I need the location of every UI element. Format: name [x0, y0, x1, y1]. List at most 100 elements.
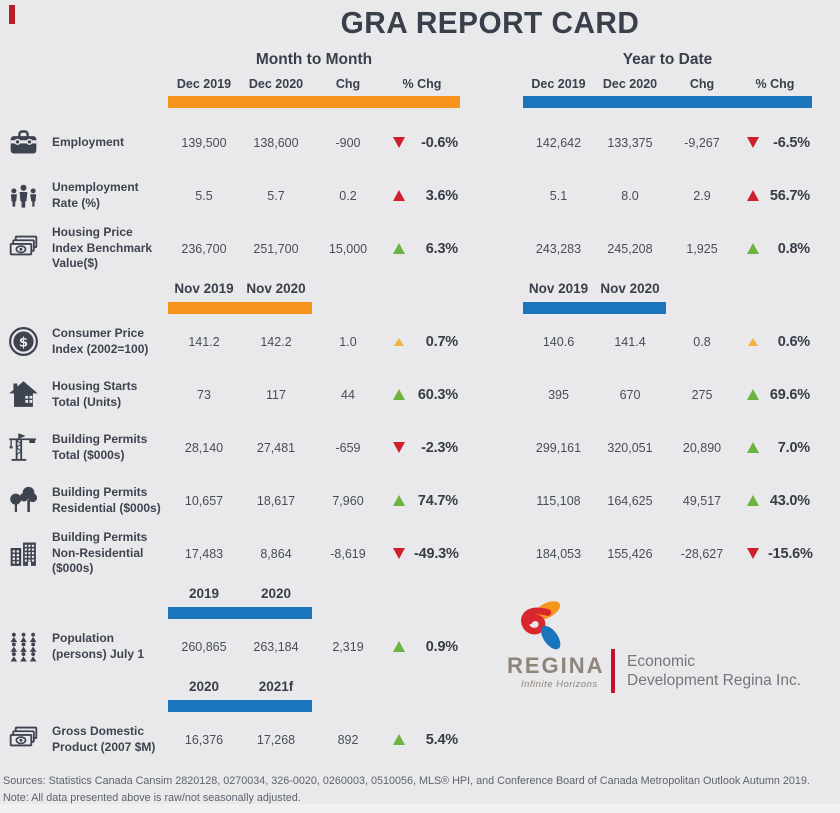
regina-tagline: Infinite Horizons	[521, 679, 598, 690]
indicator-label: Building Permits Residential ($000s)	[52, 484, 161, 515]
report-table-body: Employment 139,500 138,600 -900 -0.6% 142,642…	[0, 116, 840, 766]
m2m-value-1: 141.2	[188, 334, 220, 349]
ytd-value-2: 320,051	[607, 440, 653, 455]
footer-sources: Sources: Statistics Canada Cansim 282012…	[3, 775, 810, 787]
m2m-change: -8,619	[330, 546, 366, 561]
ytd-change: -9,267	[684, 135, 720, 150]
briefcase-icon	[0, 126, 46, 159]
m2m-change: 15,000	[328, 241, 368, 256]
ytd-value-1: 142,642	[535, 135, 582, 150]
page-corner-mark	[9, 5, 15, 24]
m2m-value-2: 8,864	[260, 546, 292, 561]
m2m-value-1: 17,483	[184, 546, 224, 561]
m2m-value-1: 139,500	[181, 135, 227, 150]
m2m-change: 0.2	[339, 188, 357, 203]
m2m-col-dec2020: Dec 2020	[248, 77, 304, 91]
m2m-trend-cell	[384, 734, 414, 745]
ytd-change: 49,517	[682, 493, 722, 508]
banknotes-icon	[0, 723, 46, 756]
indicator-label: Gross Domestic Product (2007 $M)	[52, 723, 156, 754]
population-icon	[0, 630, 46, 663]
ytd-value-2: 141.4	[614, 334, 646, 349]
indicator-label: Unemployment Rate (%)	[52, 179, 139, 210]
m2m-pct-change: 5.4%	[425, 731, 458, 748]
m2m-trend-cell	[384, 389, 414, 400]
m2m-change: 1.0	[339, 334, 357, 349]
ytd-value-1: 140.6	[542, 334, 575, 349]
up-arrow-icon	[747, 190, 759, 201]
m2m-value-1: 28,140	[184, 440, 224, 455]
ytd-value-1: 184,053	[535, 546, 582, 561]
dollar-circle-icon: $	[0, 325, 46, 358]
period-label: 2020	[260, 586, 292, 601]
org-name-line2: Development Regina Inc.	[627, 672, 802, 690]
m2m-value-2: 17,268	[256, 732, 296, 747]
m2m-value-1: 10,657	[184, 493, 224, 508]
m2m-change: 44	[341, 387, 355, 402]
ytd-change: 0.8	[693, 334, 711, 349]
m2m-change: -659	[335, 440, 361, 455]
page-bottom-edge	[0, 804, 840, 813]
svg-text:$: $	[19, 335, 28, 350]
m2m-value-2: 27,481	[256, 440, 296, 455]
ytd-trend-cell	[738, 442, 768, 453]
m2m-trend-cell	[384, 548, 414, 559]
m2m-pct-change: 0.9%	[425, 638, 458, 655]
up-arrow-icon	[747, 243, 759, 254]
period-label: Nov 2019	[528, 281, 589, 296]
ytd-value-2: 133,375	[607, 135, 653, 150]
up-arrow-icon	[747, 389, 759, 400]
indicator-label: Population (persons) July 1	[52, 630, 145, 661]
m2m-change: 892	[337, 732, 359, 747]
up-arrow-icon	[393, 734, 405, 745]
m2m-trend-cell	[384, 137, 414, 148]
column-headers: Dec 2019 Dec 2020 Chg % Chg Dec 2019 Dec…	[0, 73, 840, 95]
period-label: Nov 2020	[246, 281, 306, 296]
period-subheader: 2020 2021f	[0, 674, 840, 712]
indicator-row: Gross Domestic Product (2007 $M) 16,376 17…	[0, 713, 840, 766]
m2m-pct-change: 3.6%	[425, 187, 458, 204]
ytd-pct-change: 43.0%	[769, 492, 810, 509]
people-icon	[0, 179, 46, 212]
m2m-pct-change: -0.6%	[421, 134, 458, 151]
ytd-pct-change: -15.6%	[768, 545, 813, 562]
up-arrow-icon	[747, 495, 759, 506]
logo-divider	[611, 649, 615, 693]
ytd-trend-cell	[738, 389, 768, 400]
ytd-col-chg: Chg	[689, 77, 715, 91]
ytd-value-1: 243,283	[535, 241, 582, 256]
up-arrow-icon	[747, 442, 759, 453]
ytd-pct-change: 0.8%	[777, 240, 810, 257]
house-icon	[0, 378, 46, 411]
m2m-value-2: 142.2	[260, 334, 292, 349]
org-name-line1: Economic	[627, 653, 696, 670]
indicator-row: Population (persons) July 1 260,865 263,18…	[0, 620, 840, 673]
ytd-value-1: 395	[548, 387, 569, 402]
regina-wordmark: REGINA	[507, 653, 605, 678]
footer: Sources: Statistics Canada Cansim 282012…	[0, 773, 840, 806]
ytd-trend-cell	[738, 137, 768, 148]
m2m-value-1: 73	[197, 387, 211, 402]
ytd-trend-cell	[738, 190, 768, 201]
ytd-pct-change: 7.0%	[777, 439, 810, 456]
ytd-pct-change: 0.6%	[777, 333, 810, 350]
m2m-value-2: 18,617	[256, 493, 296, 508]
period-subheader: Nov 2019 Nov 2020 Nov 2019 Nov 2020	[0, 276, 840, 314]
period-underline-bar	[168, 606, 312, 619]
buildings-icon	[0, 537, 46, 570]
trees-icon	[0, 484, 46, 517]
m2m-col-dec2019: Dec 2019	[176, 77, 232, 91]
ytd-value-2: 8.0	[621, 188, 639, 203]
down-arrow-icon	[393, 548, 405, 559]
period-subheader: 2019 2020	[0, 581, 840, 619]
year-to-date-bar	[523, 95, 812, 108]
up-arrow-icon	[393, 641, 405, 652]
ytd-value-2: 155,426	[607, 546, 653, 561]
up-arrow-icon	[393, 495, 405, 506]
indicator-row: Building Permits Non-Residential ($000s)…	[0, 527, 840, 580]
period-label: 2019	[188, 586, 220, 601]
m2m-pct-change: 0.7%	[425, 333, 458, 350]
page-title: GRA REPORT CARD	[340, 5, 640, 40]
footer-note: Note: All data presented above is raw/no…	[3, 791, 301, 804]
